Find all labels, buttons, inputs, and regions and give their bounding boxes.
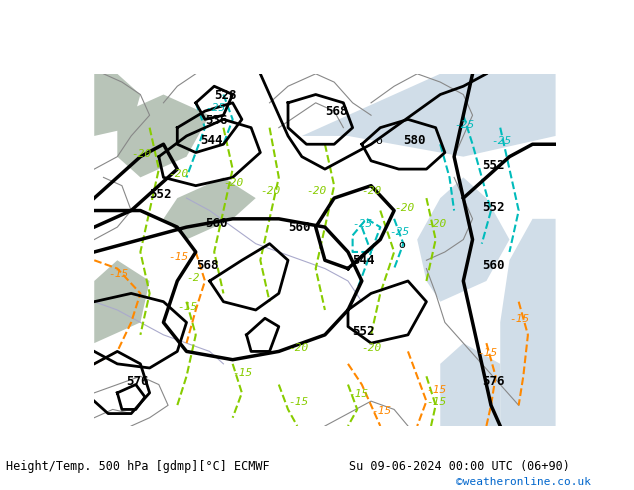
Text: 552: 552 bbox=[150, 188, 172, 201]
Text: 552: 552 bbox=[353, 325, 375, 338]
Text: -20: -20 bbox=[168, 170, 188, 179]
Text: ©weatheronline.co.uk: ©weatheronline.co.uk bbox=[456, 477, 592, 487]
Text: -15: -15 bbox=[233, 368, 253, 378]
Text: 560: 560 bbox=[288, 221, 311, 234]
Text: 568: 568 bbox=[325, 105, 347, 118]
Text: -20: -20 bbox=[362, 186, 382, 196]
Text: -15: -15 bbox=[108, 269, 128, 279]
Text: -15: -15 bbox=[288, 397, 308, 407]
Polygon shape bbox=[164, 177, 256, 240]
Polygon shape bbox=[117, 95, 210, 177]
Text: -20: -20 bbox=[223, 178, 243, 188]
Text: -15: -15 bbox=[427, 397, 447, 407]
Text: -20: -20 bbox=[131, 148, 152, 159]
Text: -20: -20 bbox=[427, 219, 447, 229]
Text: 560: 560 bbox=[205, 217, 228, 230]
Polygon shape bbox=[440, 343, 500, 426]
Text: -25: -25 bbox=[389, 227, 410, 237]
Text: -20: -20 bbox=[288, 343, 308, 353]
Text: 552: 552 bbox=[482, 200, 504, 214]
Text: Height/Temp. 500 hPa [gdmp][°C] ECMWF: Height/Temp. 500 hPa [gdmp][°C] ECMWF bbox=[6, 461, 270, 473]
Polygon shape bbox=[500, 219, 555, 426]
Text: 528: 528 bbox=[214, 89, 236, 101]
Text: -20: -20 bbox=[261, 186, 281, 196]
Text: 536: 536 bbox=[205, 114, 228, 126]
Text: -20: -20 bbox=[394, 202, 415, 213]
Text: 568: 568 bbox=[196, 259, 218, 271]
Text: -15: -15 bbox=[477, 347, 498, 358]
Text: -25: -25 bbox=[353, 219, 373, 229]
Text: -15: -15 bbox=[427, 385, 447, 395]
Text: 560: 560 bbox=[482, 259, 504, 271]
Text: o: o bbox=[376, 136, 382, 146]
Text: -20: -20 bbox=[306, 186, 327, 196]
Text: -15: -15 bbox=[510, 315, 530, 324]
Text: -20: -20 bbox=[362, 343, 382, 353]
Polygon shape bbox=[94, 260, 150, 343]
Polygon shape bbox=[94, 74, 140, 136]
Text: -2: -2 bbox=[186, 273, 200, 283]
Text: 544: 544 bbox=[200, 134, 223, 147]
Text: 552: 552 bbox=[482, 159, 504, 172]
Text: -15: -15 bbox=[178, 302, 198, 312]
Text: 576: 576 bbox=[127, 374, 149, 388]
Text: -25: -25 bbox=[491, 136, 511, 146]
Text: -25: -25 bbox=[454, 120, 474, 130]
Text: 576: 576 bbox=[482, 374, 504, 388]
Polygon shape bbox=[302, 74, 555, 157]
Polygon shape bbox=[417, 177, 510, 302]
Text: 544: 544 bbox=[353, 254, 375, 268]
Text: 580: 580 bbox=[403, 134, 426, 147]
Text: Su 09-06-2024 00:00 UTC (06+90): Su 09-06-2024 00:00 UTC (06+90) bbox=[349, 461, 569, 473]
Text: -15: -15 bbox=[371, 406, 391, 416]
Text: -15: -15 bbox=[168, 252, 188, 262]
Text: o: o bbox=[399, 240, 406, 250]
Text: -15: -15 bbox=[348, 389, 368, 399]
Text: -25: -25 bbox=[205, 103, 225, 113]
